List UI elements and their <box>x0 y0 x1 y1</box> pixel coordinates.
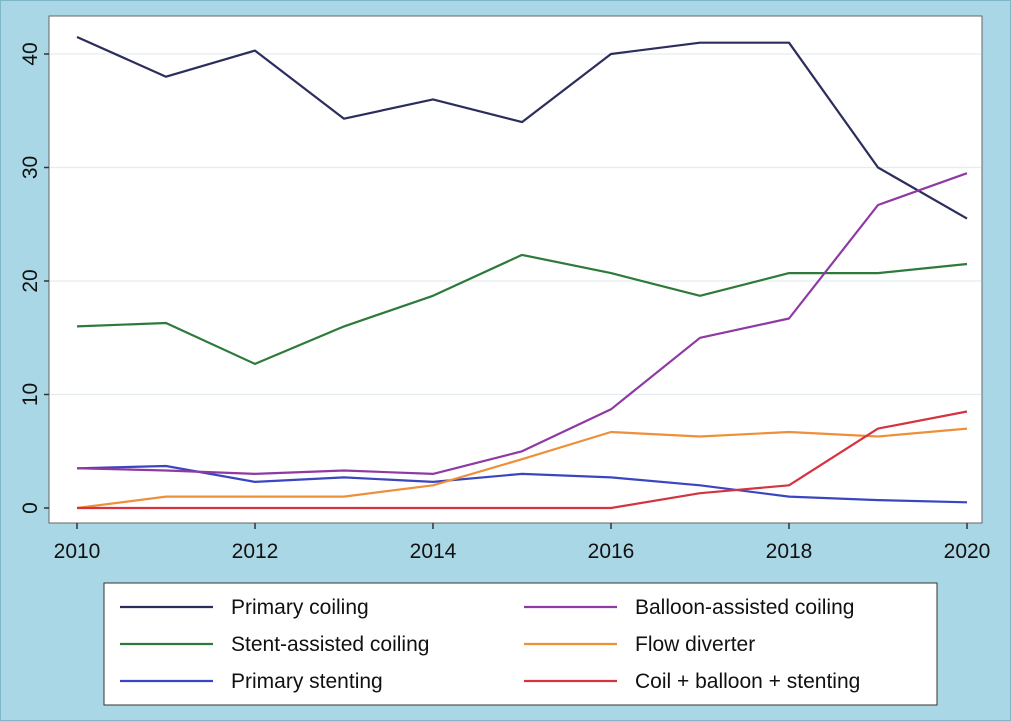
legend-label: Balloon-assisted coiling <box>635 596 854 619</box>
grid-lines <box>50 53 981 396</box>
y-tick-label: 10 <box>19 383 42 406</box>
legend-label: Flow diverter <box>635 633 755 656</box>
y-tick-label: 40 <box>19 42 42 65</box>
legend-label: Stent-assisted coiling <box>231 633 429 656</box>
y-tick-label: 20 <box>19 269 42 292</box>
series-line-balloon-assisted-coiling <box>76 172 968 475</box>
series-line-primary-coiling <box>76 35 968 220</box>
series-line-coil-balloon-stenting <box>77 410 968 510</box>
x-tick-label: 2014 <box>410 540 457 563</box>
series-line-primary-stenting <box>76 464 968 504</box>
series-line-stent-assisted-coiling <box>76 253 968 365</box>
legend: Primary coiling Stent-assisted coiling Pri… <box>120 596 860 693</box>
x-tick-label: 2012 <box>232 540 279 563</box>
plot-area <box>48 15 983 524</box>
x-tick-label: 2010 <box>54 540 101 563</box>
y-tick-label: 30 <box>19 156 42 179</box>
series-lines <box>76 35 968 510</box>
x-tick-label: 2016 <box>588 540 635 563</box>
legend-label: Primary stenting <box>231 670 383 693</box>
x-tick-label: 2020 <box>944 540 991 563</box>
legend-label: Primary coiling <box>231 596 369 619</box>
axes: 0 10 20 30 40 2010 2012 2014 2016 2018 2020 <box>19 42 990 563</box>
series-line-flow-diverter <box>76 427 968 510</box>
legend-label: Coil + balloon + stenting <box>635 670 860 693</box>
x-tick-label: 2018 <box>766 540 813 563</box>
legend-box <box>103 582 938 706</box>
y-tick-label: 0 <box>19 502 42 514</box>
